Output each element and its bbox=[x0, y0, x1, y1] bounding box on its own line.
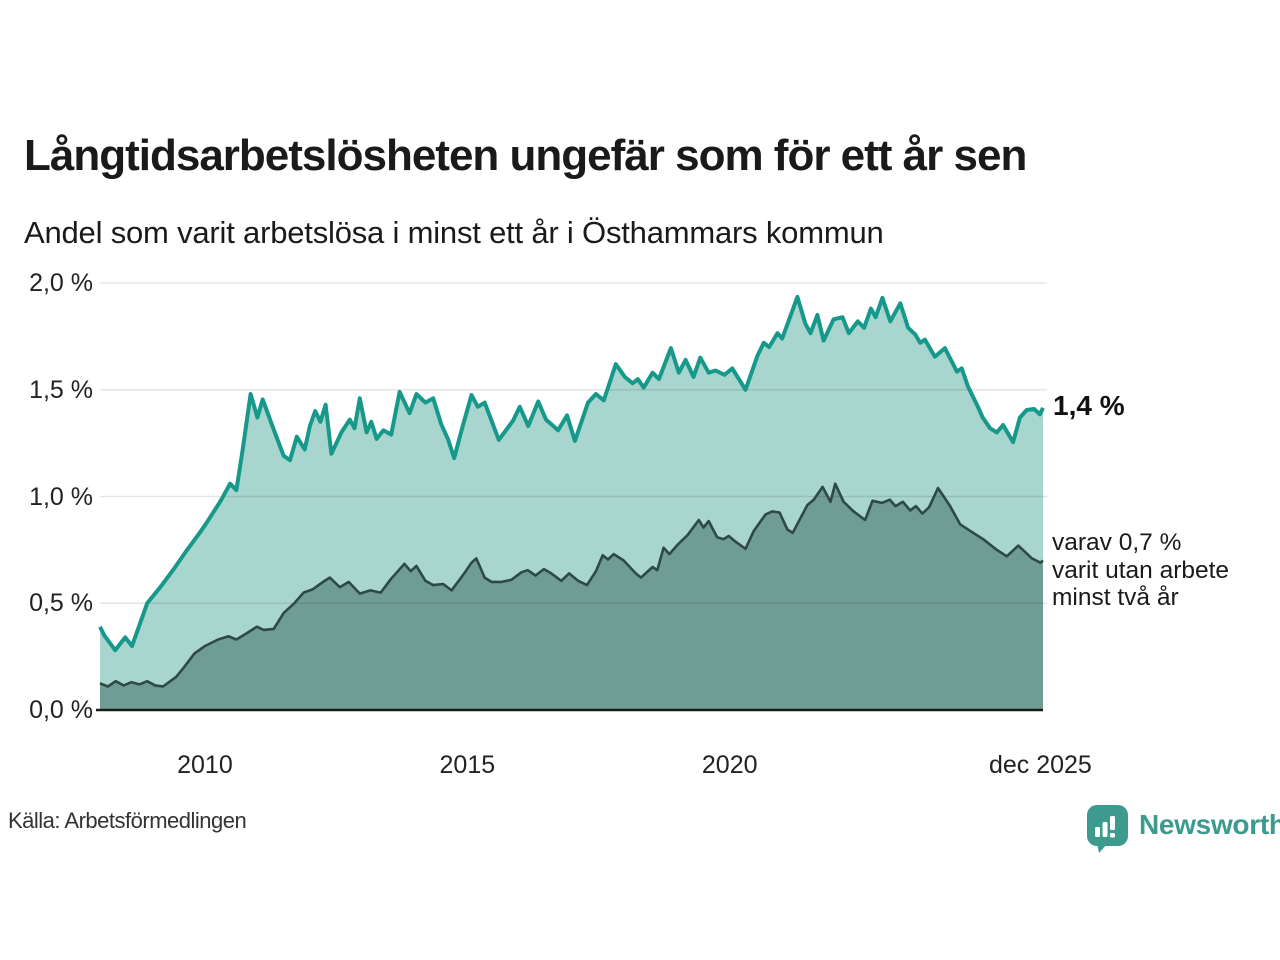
x-tick-label: 2020 bbox=[701, 751, 758, 779]
chart-subtitle: Andel som varit arbetslösa i minst ett å… bbox=[24, 215, 884, 250]
y-tick-label: 2,0 % bbox=[29, 269, 93, 297]
newsworthy-logo-text: Newsworthy bbox=[1139, 809, 1280, 840]
chart-title: Långtidsarbetslösheten ungefär som för e… bbox=[24, 131, 1027, 180]
x-tick-label: dec 2025 bbox=[988, 751, 1092, 779]
y-tick-label: 0,5 % bbox=[29, 589, 93, 618]
two-year-annotation-line3: minst två år bbox=[1052, 584, 1179, 611]
two-year-annotation: varav 0,7 % varit utan arbete minst två … bbox=[1052, 529, 1229, 612]
source-attribution: Källa: Arbetsförmedlingen bbox=[8, 808, 247, 833]
y-tick-label: 1,0 % bbox=[29, 482, 93, 511]
two-year-annotation-line1: varav 0,7 % bbox=[1052, 529, 1182, 556]
y-tick-label: 0,0 % bbox=[29, 696, 93, 724]
x-tick-label: 2015 bbox=[439, 751, 496, 779]
newsworthy-logo-icon bbox=[1087, 805, 1128, 853]
latest-value-label: 1,4 % bbox=[1053, 390, 1125, 421]
newsworthy-logo: Newsworthy bbox=[1086, 804, 1280, 853]
x-tick-label: 2010 bbox=[177, 751, 233, 779]
unemployed-two-years-line bbox=[99, 482, 1044, 688]
unemployed-two-years-area bbox=[100, 483, 1043, 710]
y-tick-label: 1,5 % bbox=[29, 375, 93, 404]
two-year-annotation-line2: varit utan arbete bbox=[1052, 556, 1230, 584]
unemployed-one-year-line bbox=[98, 294, 1045, 653]
